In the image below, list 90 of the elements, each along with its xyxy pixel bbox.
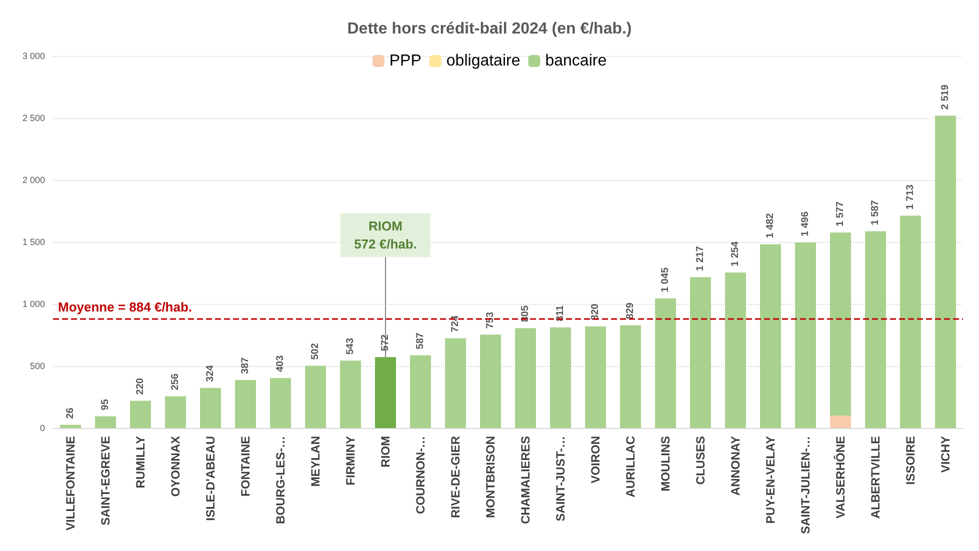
bar xyxy=(830,416,851,428)
bar xyxy=(130,400,151,428)
bar xyxy=(165,396,186,428)
total-label: 387 xyxy=(240,356,251,374)
x-tick-label: FIRMINY xyxy=(344,436,358,486)
bar xyxy=(375,357,396,428)
total-label: 829 xyxy=(625,302,636,320)
y-tick-label: 3 000 xyxy=(22,51,45,61)
total-label: 256 xyxy=(170,373,181,390)
y-tick-label: 0 xyxy=(40,423,45,433)
x-tick-label: BOURG-LES-… xyxy=(274,436,288,524)
x-tick-label: RIOM xyxy=(378,436,392,468)
annotation: RIOM 572 €/hab. xyxy=(354,218,417,252)
total-label: 543 xyxy=(345,338,356,355)
total-label: 805 xyxy=(520,305,531,322)
legend-label: bancaire xyxy=(545,52,607,70)
bar xyxy=(690,277,711,428)
bar xyxy=(655,298,676,428)
bar xyxy=(305,366,326,428)
x-tick-label: FONTAINE xyxy=(238,436,252,496)
bar xyxy=(480,334,501,428)
x-tick-label: CLUSES xyxy=(694,436,708,485)
bar xyxy=(935,116,956,428)
total-label: 572 xyxy=(380,334,391,352)
legend-label: obligataire xyxy=(446,52,520,70)
bar xyxy=(200,388,221,428)
total-label: 95 xyxy=(100,398,111,410)
x-tick-label: RUMILLY xyxy=(134,436,148,488)
x-tick-label: PUY-EN-VELAY xyxy=(764,436,778,524)
total-label: 1 577 xyxy=(835,200,846,226)
x-tick-label: VILLEFONTAINE xyxy=(64,436,78,530)
total-label: 1 045 xyxy=(660,266,671,292)
total-label: 1 496 xyxy=(800,211,811,236)
total-label: 1 254 xyxy=(730,241,741,267)
total-label: 1 713 xyxy=(905,184,916,210)
x-tick-label: CHAMALIERES xyxy=(518,436,532,524)
x-tick-label: VALSERHÔNE xyxy=(834,436,848,518)
x-tick-label: SAINT-JUST-… xyxy=(554,436,568,522)
bar xyxy=(725,272,746,428)
total-label: 1 217 xyxy=(695,246,706,272)
x-tick-label: COURNON-… xyxy=(414,436,428,514)
bar xyxy=(900,216,921,428)
bar xyxy=(270,378,291,428)
bar xyxy=(60,424,81,428)
total-label: 502 xyxy=(310,342,321,360)
bar xyxy=(95,416,116,428)
total-label: 724 xyxy=(450,315,461,332)
y-tick-label: 1 000 xyxy=(22,299,45,309)
x-tick-label: MOULINS xyxy=(658,436,672,492)
total-label: 324 xyxy=(205,364,216,382)
total-label: 220 xyxy=(135,378,146,395)
total-label: 26 xyxy=(65,407,76,419)
bar xyxy=(235,380,256,428)
y-tick-label: 1 500 xyxy=(22,237,45,247)
y-tick-label: 2 000 xyxy=(22,175,45,185)
y-tick-label: 500 xyxy=(30,361,45,371)
legend-label: PPP xyxy=(389,52,422,70)
x-tick-label: MEYLAN xyxy=(308,436,322,487)
x-tick-label: RIVE-DE-GIER xyxy=(448,436,462,518)
bar xyxy=(410,355,431,428)
x-tick-label: ISSOIRE xyxy=(904,436,918,485)
x-tick-label: ANNONAY xyxy=(728,436,742,496)
bar xyxy=(620,325,641,428)
x-tick-label: VICHY xyxy=(938,436,952,473)
x-tick-label: OYONNAX xyxy=(168,436,182,497)
x-tick-label: AURILLAC xyxy=(624,436,638,498)
bar xyxy=(340,360,361,428)
bar xyxy=(865,231,886,428)
total-label: 587 xyxy=(415,332,426,350)
ref-line-label: Moyenne = 884 €/hab. xyxy=(58,299,192,314)
x-tick-label: SAINT-JULIEN-… xyxy=(798,436,812,534)
x-tick-label: SAINT-EGREVE xyxy=(98,436,112,526)
chart-title: Dette hors crédit-bail 2024 (en €/hab.) xyxy=(347,20,632,38)
total-label: 2 519 xyxy=(940,84,951,110)
x-tick-label: MONTBRISON xyxy=(484,436,498,518)
total-label: 811 xyxy=(555,304,566,322)
y-tick-label: 2 500 xyxy=(22,113,45,123)
bar xyxy=(585,326,606,428)
bar xyxy=(830,232,851,416)
x-tick-label: VOIRON xyxy=(588,436,602,484)
total-label: 1 587 xyxy=(870,200,881,226)
x-tick-label: ISLE-D'ABEAU xyxy=(204,436,218,521)
x-tick-label: ALBERTVILLE xyxy=(868,436,882,519)
bar xyxy=(550,327,571,428)
bar xyxy=(445,338,466,428)
total-label: 1 482 xyxy=(765,212,776,238)
bar xyxy=(760,244,781,428)
bar xyxy=(515,328,536,428)
bar xyxy=(795,242,816,428)
total-label: 403 xyxy=(275,354,286,372)
